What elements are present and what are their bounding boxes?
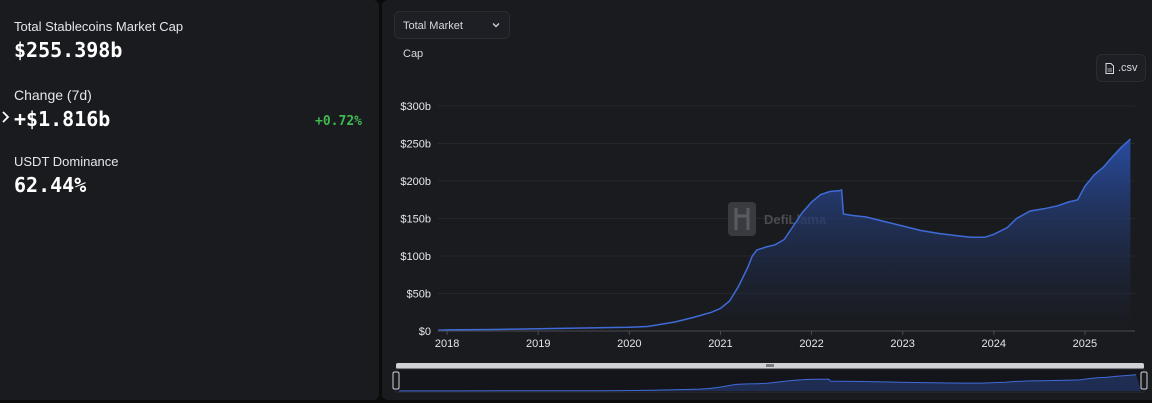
- brush-preview-area: [399, 374, 1141, 391]
- x-tick-label: 2023: [890, 338, 914, 350]
- change-percent: +0.72%: [315, 114, 362, 129]
- metric-select[interactable]: Total Market Cap: [394, 11, 510, 60]
- y-tick-label: $50b: [407, 289, 431, 301]
- x-tick-label: 2021: [708, 338, 732, 350]
- llama-logo-icon: [728, 202, 756, 236]
- y-tick-label: $250b: [400, 139, 431, 151]
- brush-preview-line: [399, 374, 1137, 392]
- change-value: +$1.816b: [14, 107, 111, 131]
- x-tick-label: 2022: [799, 338, 823, 350]
- market-cap-label: Total Stablecoins Market Cap: [14, 19, 184, 34]
- y-tick-label: $150b: [400, 214, 431, 226]
- summary-panel: Total Stablecoins Market Cap $255.398b C…: [0, 0, 379, 400]
- series-line: [437, 138, 1131, 332]
- market-cap-value: $255.398b: [14, 38, 123, 62]
- metric-select-label: Total Market Cap: [403, 20, 463, 60]
- x-tick-label: 2018: [435, 338, 459, 350]
- y-tick-label: $300b: [400, 101, 431, 113]
- x-tick-label: 2019: [526, 338, 550, 350]
- file-icon: [1105, 63, 1114, 74]
- y-tick-label: $100b: [400, 251, 431, 263]
- brush-left-handle[interactable]: [392, 371, 400, 390]
- chevron-right-icon[interactable]: [0, 109, 12, 125]
- series-area: [438, 139, 1131, 331]
- y-tick-label: $0: [419, 326, 431, 338]
- x-tick-label: 2025: [1073, 338, 1097, 350]
- x-tick-label: 2024: [982, 338, 1006, 350]
- chevron-down-icon: [492, 23, 500, 28]
- range-brush[interactable]: [392, 363, 1148, 393]
- csv-label: .csv: [1118, 62, 1138, 74]
- dominance-label: USDT Dominance: [14, 154, 119, 169]
- chart-panel: Total Market Cap .csv: [382, 0, 1152, 400]
- y-tick-label: $200b: [400, 176, 431, 188]
- change-label: Change (7d): [14, 87, 92, 103]
- brush-grip-icon[interactable]: [766, 364, 774, 367]
- x-tick-label: 2020: [617, 338, 641, 350]
- brush-right-handle[interactable]: [1140, 371, 1148, 390]
- csv-download-button[interactable]: .csv: [1096, 54, 1146, 82]
- dominance-value: 62.44%: [14, 173, 87, 197]
